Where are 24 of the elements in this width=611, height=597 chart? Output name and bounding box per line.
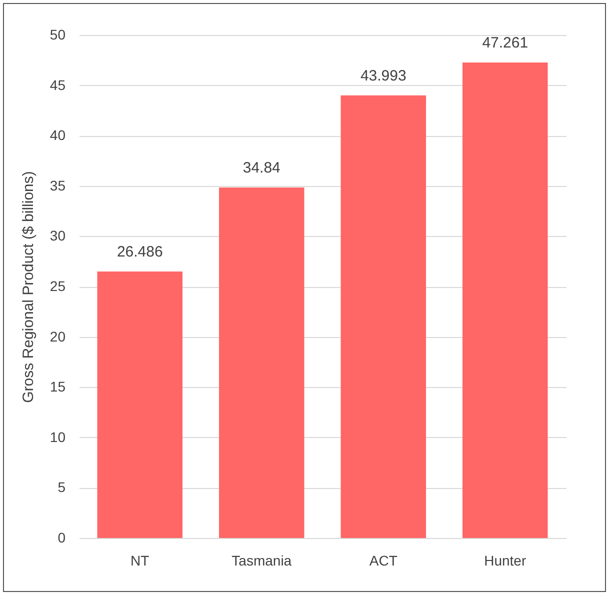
y-tick-label: 10 [50, 428, 66, 445]
x-tick-label: ACT [369, 552, 398, 568]
y-tick-label: 40 [50, 127, 66, 144]
y-tick-label: 20 [50, 328, 66, 344]
data-label: 26.486 [116, 244, 163, 261]
x-tick-label: NT [130, 552, 150, 568]
y-tick-label: 5 [58, 479, 66, 496]
y-tick-label: 50 [50, 26, 66, 42]
x-tick-label: Tasmania [232, 552, 292, 568]
y-tick-label: 45 [50, 76, 66, 93]
bar [462, 62, 548, 538]
data-label: 47.261 [482, 34, 528, 52]
data-label: 43.993 [360, 67, 406, 84]
bar [340, 95, 426, 538]
y-tick-label: 35 [50, 177, 66, 194]
bar [219, 188, 304, 538]
x-tick-label: Hunter [484, 552, 526, 568]
y-tick-label: 25 [50, 278, 66, 294]
y-tick-label: 15 [50, 378, 66, 395]
y-tick-label: 0 [58, 530, 66, 546]
data-label: 34.84 [242, 160, 280, 177]
bar [97, 272, 182, 538]
y-axis-title: Gross Regional Product ($ billions) [20, 171, 37, 403]
y-tick-label: 30 [50, 228, 66, 244]
